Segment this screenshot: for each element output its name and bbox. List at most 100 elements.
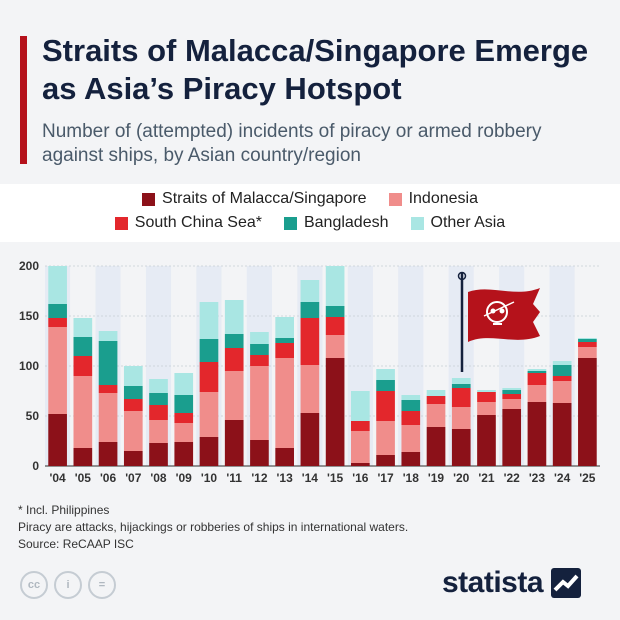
bar-segment: [250, 366, 269, 440]
bar-segment: [224, 334, 244, 348]
license-icons: cc i =: [20, 571, 116, 599]
bar-segment: [477, 390, 496, 392]
bar-segment: [325, 266, 345, 306]
creative-commons-icon[interactable]: cc: [20, 571, 48, 599]
bar-segment: [426, 390, 446, 396]
bar-segment: [98, 442, 118, 466]
bar-segment: [376, 421, 395, 455]
bar-segment: [174, 373, 194, 395]
bar-segment: [174, 413, 194, 423]
bar-segment: [552, 381, 572, 403]
y-tick-label: 100: [19, 359, 39, 373]
bar-segment: [325, 306, 345, 317]
x-tick-label: '06: [100, 471, 117, 485]
bar-segment: [527, 373, 547, 385]
bar-segment: [123, 386, 143, 399]
bar-segment: [275, 343, 294, 358]
bar-segment: [149, 405, 168, 420]
bar-segment: [98, 385, 118, 393]
bar-segment: [578, 339, 597, 342]
y-tick-label: 200: [19, 259, 39, 273]
bar-segment: [199, 362, 219, 392]
legend-swatch-indonesia: [388, 192, 402, 206]
x-tick-label: '19: [428, 471, 445, 485]
bar-segment: [401, 425, 421, 452]
bar-segment: [401, 411, 421, 425]
no-derivatives-icon[interactable]: =: [88, 571, 116, 599]
bar-segment: [149, 379, 168, 393]
x-tick-label: '17: [377, 471, 394, 485]
bar-segment: [376, 455, 395, 466]
bar-segment: [250, 355, 269, 366]
brand-wordmark: statista: [442, 566, 544, 599]
bar-segment: [477, 392, 496, 402]
bar-segment: [502, 399, 522, 409]
bar-segment: [48, 304, 67, 318]
bar-segment: [73, 376, 93, 448]
bar-segment: [199, 302, 219, 339]
bar-segment: [275, 358, 294, 448]
x-tick-label: '07: [125, 471, 142, 485]
x-tick-label: '18: [403, 471, 420, 485]
bar-segment: [149, 420, 168, 443]
x-tick-label: '11: [226, 471, 242, 485]
x-tick-label: '24: [554, 471, 571, 485]
bar-segment: [199, 339, 219, 362]
bar-segment: [451, 429, 471, 466]
x-tick-label: '04: [50, 471, 67, 485]
bar-segment: [527, 385, 547, 402]
x-tick-label: '21: [478, 471, 495, 485]
bar-segment: [451, 378, 471, 384]
x-tick-label: '05: [75, 471, 92, 485]
bar-segment: [401, 400, 421, 411]
x-tick-label: '22: [504, 471, 521, 485]
y-tick-label: 0: [32, 459, 39, 473]
x-tick-label: '10: [201, 471, 218, 485]
bar-segment: [552, 365, 572, 376]
bar-segment: [48, 414, 67, 466]
bar-segment: [325, 317, 345, 335]
bar-segment: [48, 318, 67, 327]
bar-segment: [426, 396, 446, 404]
bar-segment: [552, 361, 572, 365]
bar-segment: [73, 356, 93, 376]
bar-segment: [98, 331, 118, 341]
bar-segment: [451, 384, 471, 388]
bar-segment: [502, 409, 522, 466]
bar-segment: [123, 411, 143, 451]
legend-label: Straits of Malacca/Singapore: [162, 190, 367, 207]
bar-segment: [275, 317, 294, 338]
statista-logo[interactable]: statista: [442, 566, 582, 600]
bar-segment: [578, 358, 597, 466]
bar-segment: [48, 266, 67, 304]
legend-label: South China Sea*: [134, 214, 262, 231]
x-tick-label: '23: [529, 471, 546, 485]
legend-item-malacca: Straits of Malacca/Singapore: [142, 190, 367, 208]
bar-segment: [502, 394, 522, 399]
bar-segment: [552, 403, 572, 466]
bar-segment: [376, 380, 395, 391]
legend-label: Other Asia: [430, 214, 506, 231]
bar-segment: [300, 413, 320, 466]
attribution-icon[interactable]: i: [54, 571, 82, 599]
bar-segment: [351, 431, 370, 463]
bar-segment: [123, 366, 143, 386]
bar-segment: [325, 358, 345, 466]
x-tick-label: '12: [251, 471, 268, 485]
bar-segment: [451, 388, 471, 407]
statista-logo-icon: [551, 568, 582, 598]
bar-segment: [199, 392, 219, 437]
bar-segment: [527, 371, 547, 373]
bar-segment: [174, 442, 194, 466]
x-tick-label: '20: [453, 471, 470, 485]
bar-segment: [376, 369, 395, 380]
bar-segment: [149, 443, 168, 466]
bar-segment: [174, 395, 194, 413]
legend-label: Indonesia: [408, 190, 478, 207]
bar-segment: [401, 395, 421, 400]
bar-segment: [199, 437, 219, 466]
title-accent-bar: [20, 36, 27, 164]
legend-swatch-malacca: [142, 192, 156, 206]
x-tick-label: '13: [277, 471, 294, 485]
bar-segment: [275, 448, 294, 466]
